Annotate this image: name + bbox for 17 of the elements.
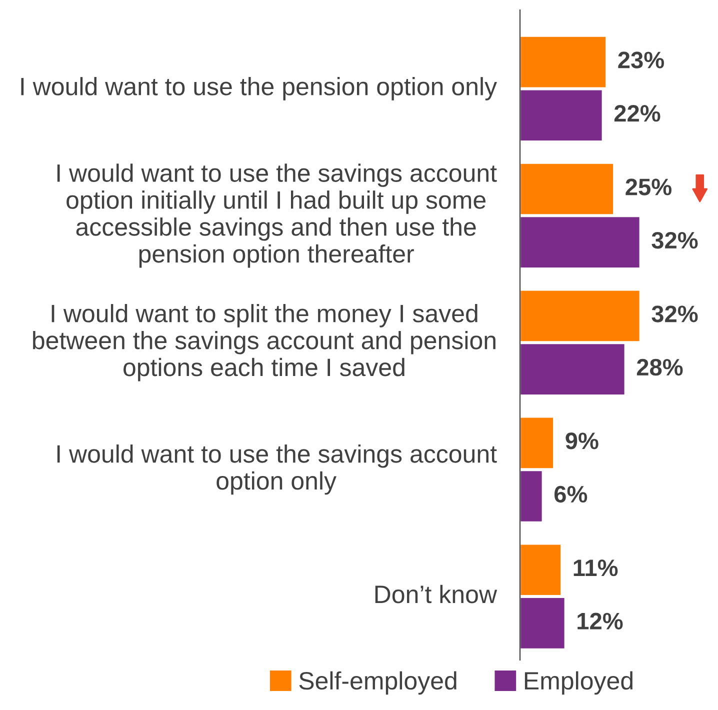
y-tick-label: I would want to use the savings account option only [57, 444, 497, 495]
data-label: 12% [578, 612, 623, 630]
data-label: 11% [574, 560, 618, 576]
y-tick-label: I would want to split the money I saved between the savings account and pension options each time I saved [33, 304, 496, 382]
data-label: 22% [614, 104, 660, 122]
data-label: 9% [566, 432, 598, 450]
data-label: 23% [618, 52, 664, 68]
y-tick-label: Don’t know [375, 584, 498, 604]
y-tick-label: I would want to use the savings account option initially until I had built up some accessible savings and then use the pension option thereafter [57, 164, 497, 268]
y-tick-label: I would want to use the pension option only [21, 77, 497, 100]
data-label: 32% [652, 232, 698, 249]
legend-label: Self-employed [299, 671, 456, 695]
data-label: 25% [626, 178, 672, 196]
data-label: 28% [636, 358, 683, 376]
data-label: 32% [652, 306, 698, 322]
data-label: 6% [554, 486, 588, 503]
legend-label: Employed [524, 671, 632, 695]
